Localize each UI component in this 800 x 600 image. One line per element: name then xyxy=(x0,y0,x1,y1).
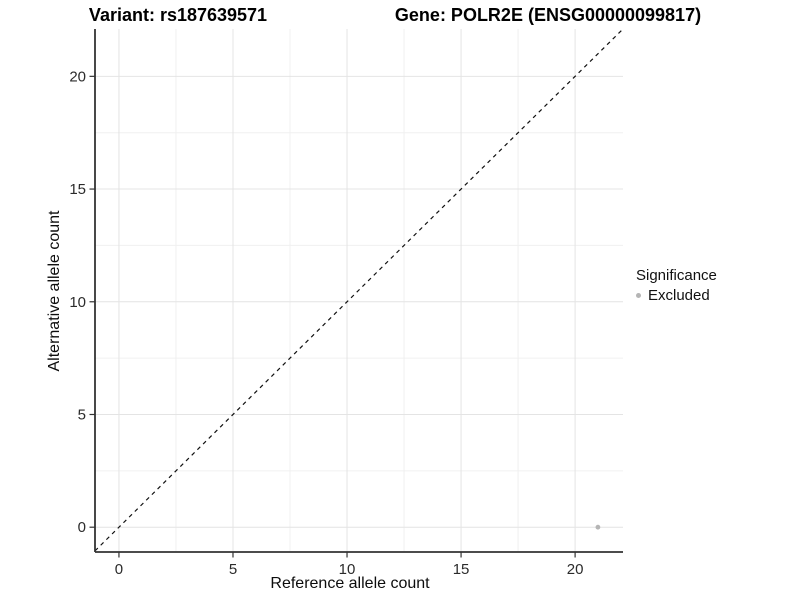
x-tick-label: 0 xyxy=(115,561,123,578)
y-axis-title: Alternative allele count xyxy=(46,210,63,372)
legend-item-label: Excluded xyxy=(648,287,710,304)
x-tick-label: 15 xyxy=(453,561,470,578)
x-tick-label: 10 xyxy=(339,561,356,578)
legend-item-excluded: Excluded xyxy=(636,287,717,304)
plot-title-gene: Gene: POLR2E (ENSG00000099817) xyxy=(394,5,702,25)
y-tick-label: 20 xyxy=(69,68,86,85)
legend: Significance Excluded xyxy=(636,267,717,304)
x-axis-title: Reference allele count xyxy=(270,575,430,592)
identity-reference-line xyxy=(94,28,624,552)
data-point xyxy=(595,524,601,530)
plot-title-variant: Variant: rs187639571 xyxy=(88,5,268,25)
y-tick-label: 0 xyxy=(78,519,86,536)
x-tick-label: 5 xyxy=(229,561,237,578)
y-tick-label: 10 xyxy=(69,294,86,311)
x-tick-label: 20 xyxy=(567,561,584,578)
legend-title: Significance xyxy=(636,267,717,284)
y-tick-label: 5 xyxy=(78,406,86,423)
excluded-point-swatch xyxy=(636,293,641,298)
y-tick-label: 15 xyxy=(69,181,86,198)
